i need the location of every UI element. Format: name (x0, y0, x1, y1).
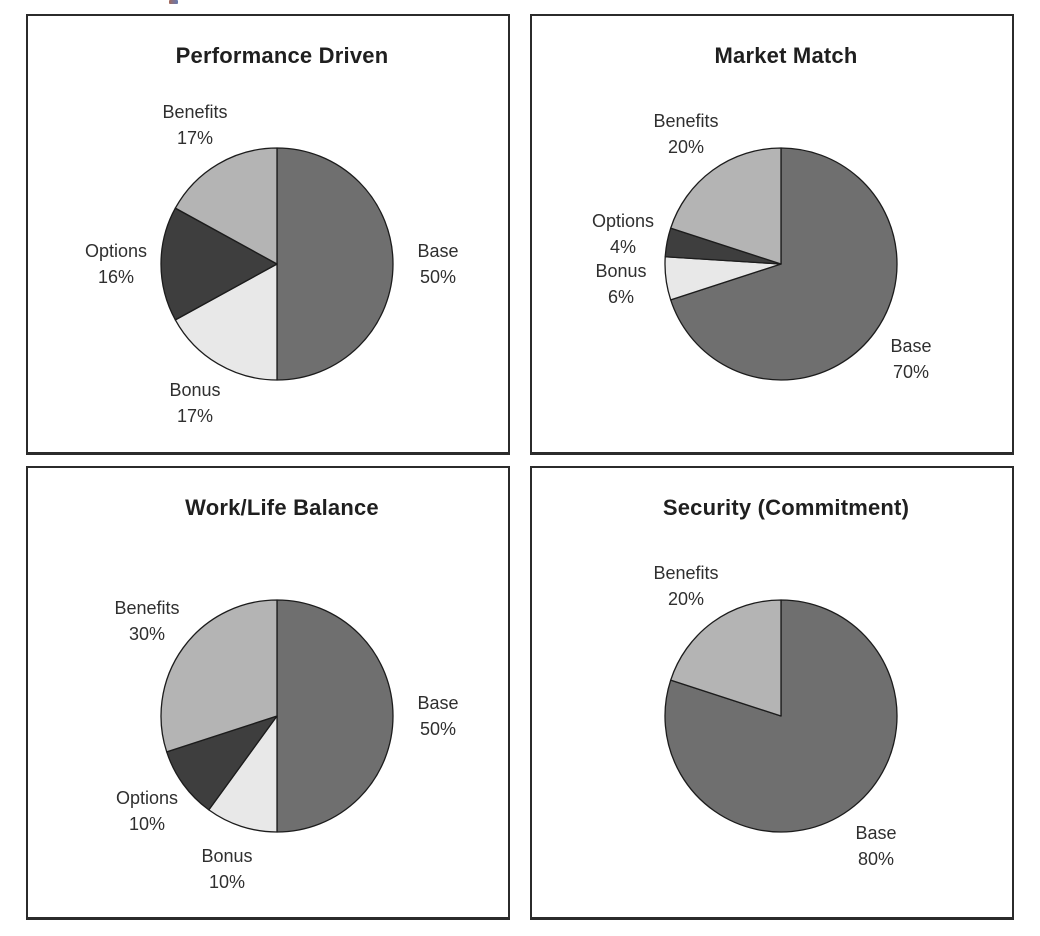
pie-slice-label-bonus: Bonus 17% (169, 377, 220, 429)
slice-label-value: 17% (176, 406, 214, 426)
pie-slice-label-benefits: Benefits 20% (653, 108, 718, 160)
slice-label-name: Base (855, 823, 897, 843)
pie-svg (664, 147, 898, 381)
slice-label-name: Bonus (201, 846, 253, 866)
pie-slice-base (276, 147, 394, 381)
pie-slice-options (160, 207, 278, 321)
slice-label-name: Bonus (595, 261, 647, 281)
slice-label-value: 30% (128, 624, 166, 644)
slice-label-name: Base (890, 336, 932, 356)
pie-slice-label-base: Base 50% (417, 690, 458, 742)
slice-label-value: 20% (667, 589, 705, 609)
pie-chart: Base 70% Bonus 6% Options 4% Benefits 20% (532, 16, 1012, 452)
slice-label-value: 50% (419, 267, 457, 287)
chart-title: Performance Driven (175, 43, 389, 68)
pie-slice-label-options: Options 4% (592, 208, 654, 260)
slice-label-name: Options (84, 241, 148, 261)
slice-label-name: Options (115, 788, 179, 808)
pie-chart: Base 50% Bonus 10% Options 10% Benefits 30% (28, 468, 508, 917)
pie-chart: Base 80% Benefits 20% (532, 468, 1012, 917)
slice-label-name: Options (591, 211, 655, 231)
pie-slice-base (670, 147, 898, 381)
pie-slice-label-benefits: Benefits 20% (653, 560, 718, 612)
chart-panel-security-commitment: Security (Commitment) Base 80% Benefits 20% (530, 466, 1014, 920)
pie-slice-label-benefits: Benefits 30% (114, 595, 179, 647)
pie-slice-label-base: Base 80% (855, 820, 896, 872)
pie-slice-base (276, 599, 394, 833)
chart-panel-work-life-balance: Work/Life Balance Base 50% Bonus 10% Options… (26, 466, 510, 920)
pie-svg (160, 599, 394, 833)
chart-title: Security (Commitment) (662, 495, 910, 520)
pie-slice-benefits (160, 599, 278, 753)
slice-label-name: Base (417, 693, 459, 713)
chart-panel-market-match: Market Match Base 70% Bonus 6% Options 4% Bene… (530, 14, 1014, 455)
slice-label-value: 10% (208, 872, 246, 892)
pie-svg (160, 147, 394, 381)
pie-slice-benefits (670, 599, 782, 717)
pie-slice-label-bonus: Bonus 6% (595, 258, 646, 310)
pie-slice-label-options: Options 16% (85, 238, 147, 290)
slice-label-value: 10% (128, 814, 166, 834)
slice-label-value: 70% (892, 362, 930, 382)
pie-slice-label-benefits: Benefits 17% (162, 99, 227, 151)
slice-label-value: 16% (97, 267, 135, 287)
slice-label-name: Benefits (653, 563, 719, 583)
pie-slice-base (664, 599, 898, 833)
pie-slice-label-base: Base 50% (417, 238, 458, 290)
slice-label-value: 50% (419, 719, 457, 739)
slice-label-value: 17% (176, 128, 214, 148)
chart-panel-performance-driven: Performance Driven Base 50% Bonus 17% Option… (26, 14, 510, 455)
pie-slice-benefits (174, 147, 278, 265)
pie-svg (664, 599, 898, 833)
pie-slice-label-base: Base 70% (890, 333, 931, 385)
pie-slice-label-options: Options 10% (116, 785, 178, 837)
slice-label-value: 80% (857, 849, 895, 869)
pie-slice-benefits (670, 147, 782, 265)
slice-label-name: Benefits (114, 598, 180, 618)
chart-title: Market Match (714, 43, 858, 68)
pie-slice-label-bonus: Bonus 10% (201, 843, 252, 895)
chart-title: Work/Life Balance (185, 495, 379, 520)
top-edge-artifact-speck (169, 0, 178, 4)
pie-chart: Base 50% Bonus 17% Options 16% Benefits 17% (28, 16, 508, 452)
slice-label-value: 4% (609, 237, 637, 257)
slice-label-name: Benefits (162, 102, 228, 122)
slice-label-name: Base (417, 241, 459, 261)
pie-slice-options (166, 715, 278, 811)
slice-label-name: Bonus (169, 380, 221, 400)
pie-slice-bonus (174, 263, 278, 381)
slice-label-value: 20% (667, 137, 705, 157)
slice-label-value: 6% (607, 287, 635, 307)
pie-slice-bonus (208, 715, 278, 833)
slice-label-name: Benefits (653, 111, 719, 131)
